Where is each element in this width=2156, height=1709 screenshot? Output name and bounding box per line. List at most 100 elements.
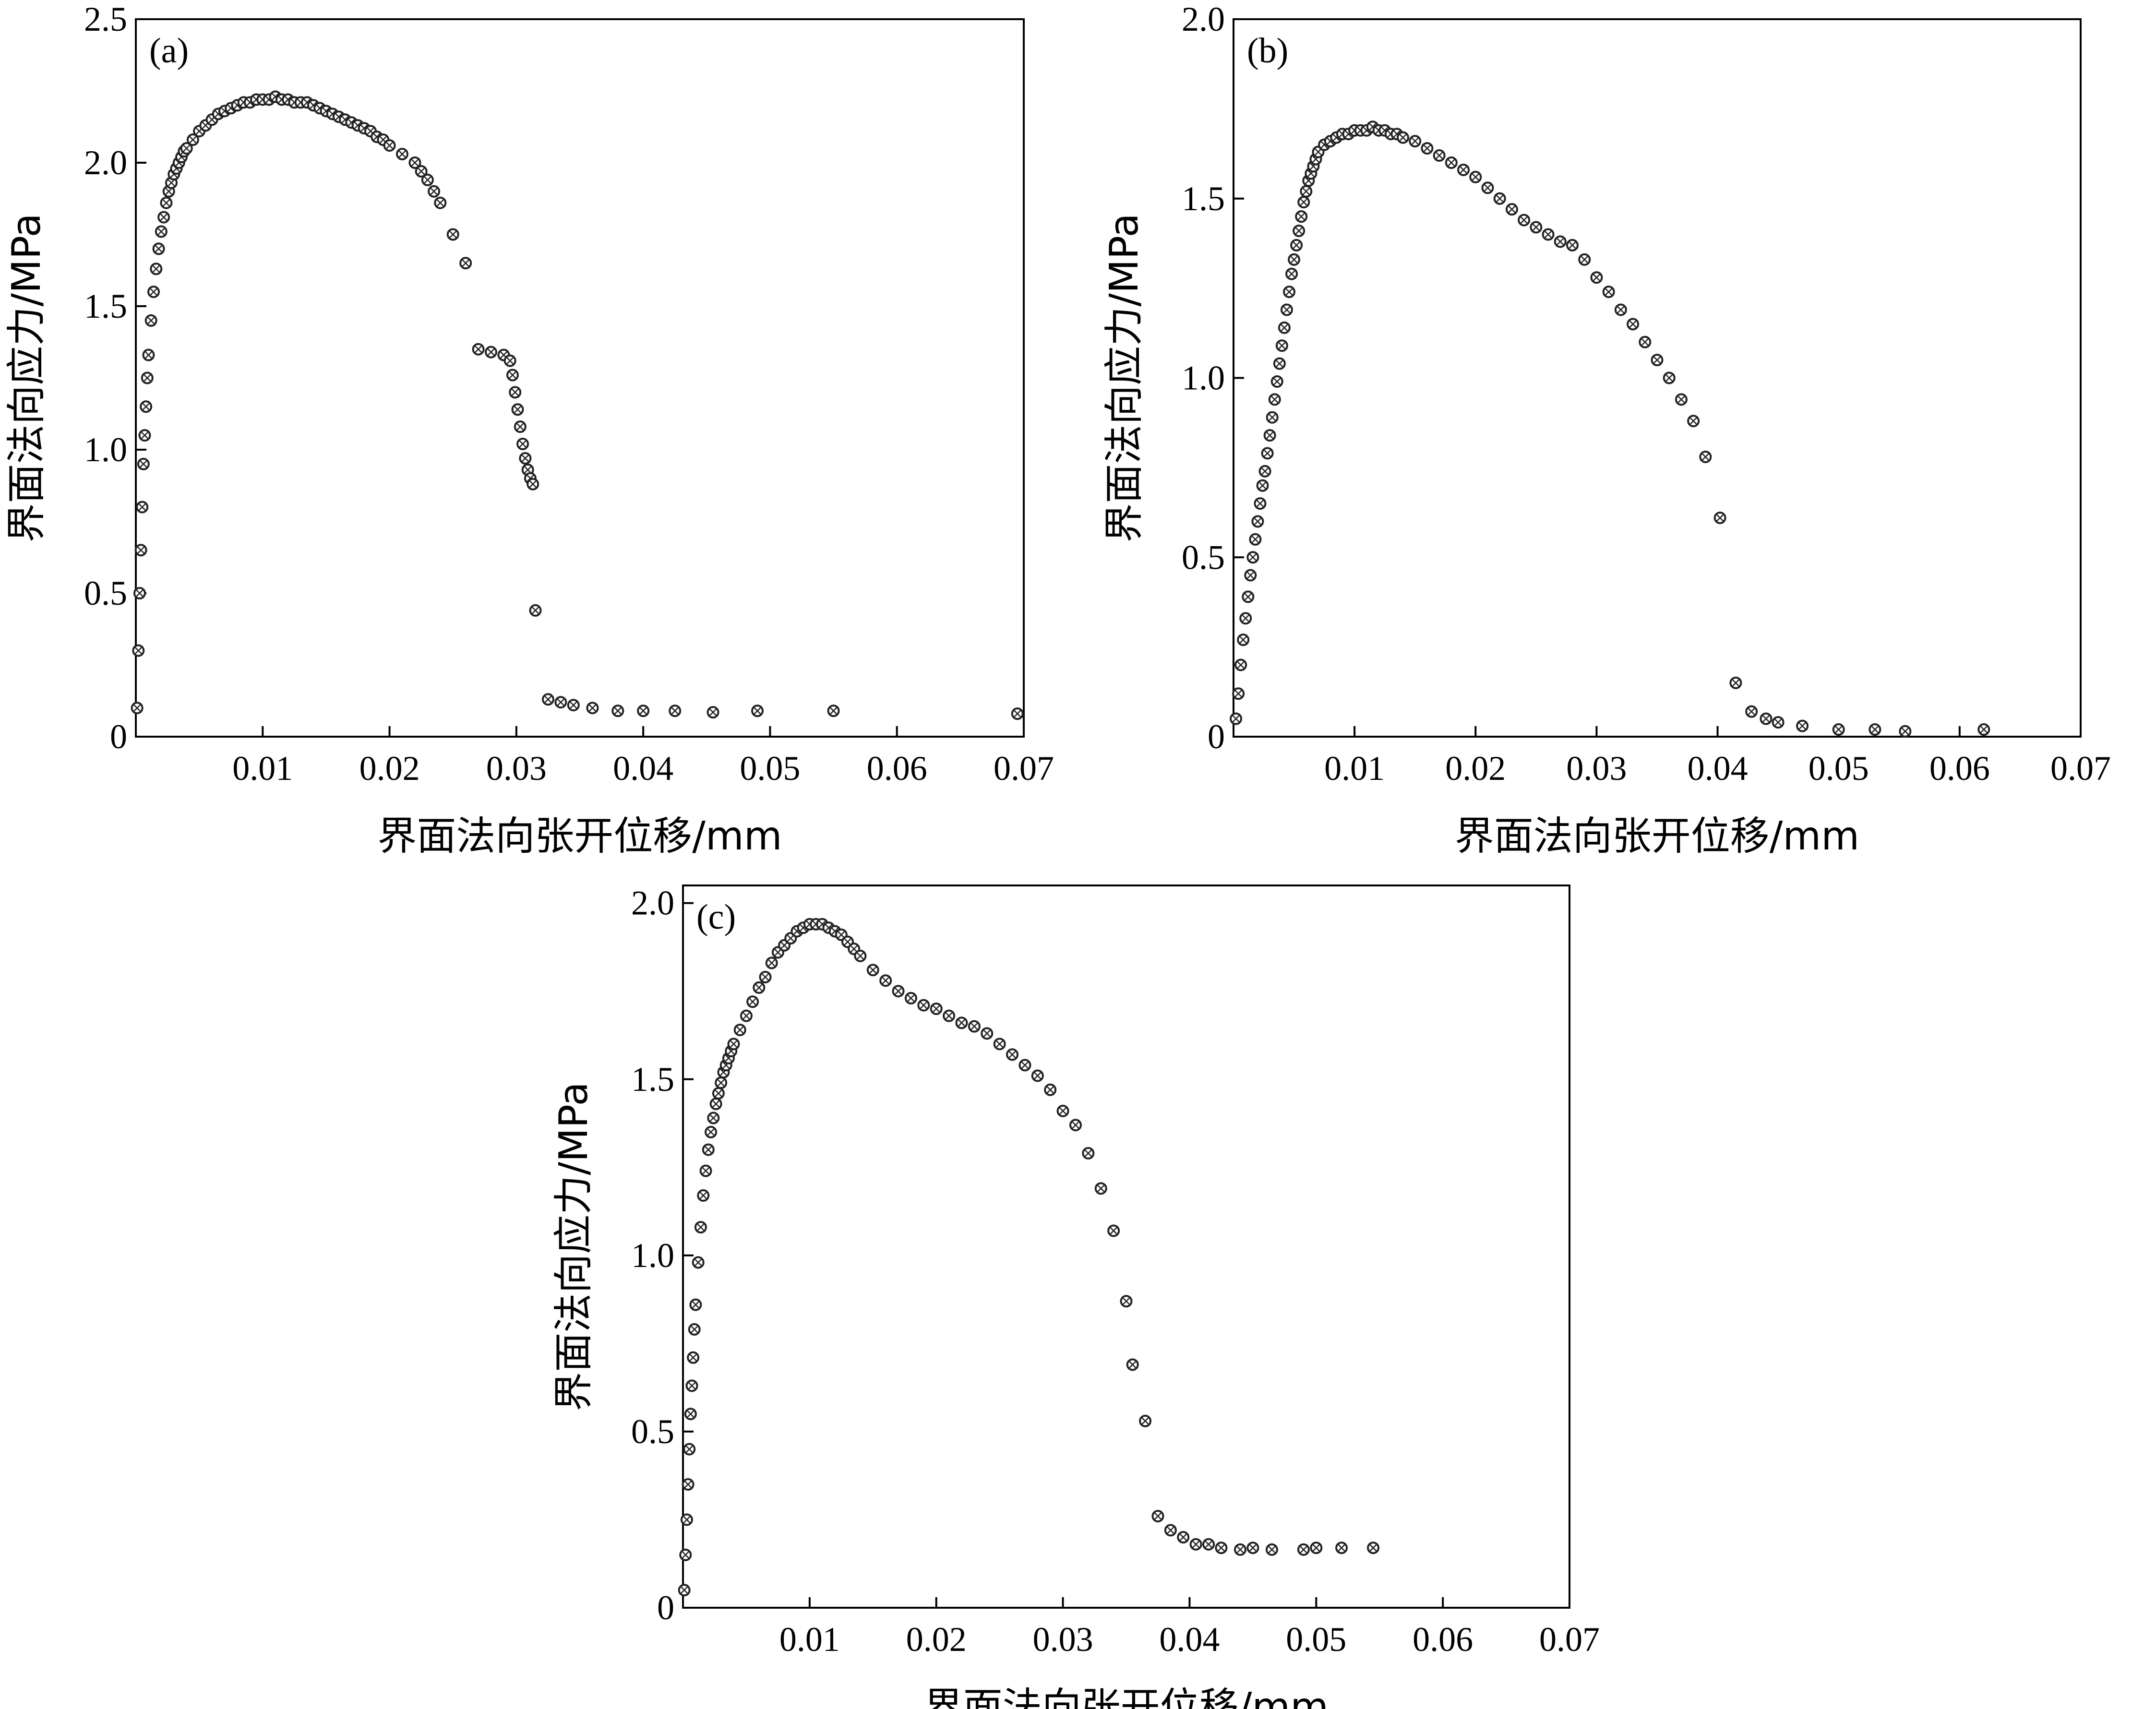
plot-frame [135, 18, 1025, 738]
data-point [1729, 676, 1742, 689]
data-point [1273, 357, 1286, 370]
data-point [1290, 239, 1303, 251]
data-point [1663, 371, 1676, 384]
data-point [1082, 1147, 1095, 1159]
data-point [1699, 450, 1712, 463]
data-point [685, 1379, 698, 1392]
data-point [1278, 321, 1291, 334]
data-point [415, 165, 428, 178]
y-tick-label: 2.0 [631, 884, 674, 922]
data-point [680, 1513, 693, 1526]
data-point [740, 1009, 753, 1022]
data-point [1297, 196, 1310, 209]
data-point [688, 1323, 701, 1336]
y-tick-label: 0 [110, 717, 127, 756]
x-axis-title: 界面法向张开位移/mm [924, 1685, 1329, 1709]
y-axis-title: 界面法向应力/MPa [1102, 213, 1147, 542]
data-point [1107, 1224, 1120, 1237]
data-point [345, 116, 358, 129]
data-point [1268, 393, 1281, 406]
data-point [682, 1478, 695, 1491]
y-tick-label: 0.5 [631, 1412, 674, 1451]
data-point [1265, 1543, 1278, 1556]
data-point [866, 964, 879, 977]
x-tick-label: 0.01 [232, 749, 293, 788]
data-point [459, 257, 472, 270]
data-point [981, 1027, 994, 1040]
data-point [1249, 533, 1262, 546]
data-point [917, 999, 930, 1012]
data-point [930, 1002, 943, 1015]
data-point [1651, 354, 1664, 367]
data-point [1230, 712, 1243, 725]
data-point [428, 185, 441, 198]
data-point [157, 211, 170, 224]
data-point [707, 706, 719, 719]
data-point [1151, 1510, 1164, 1523]
data-point [1590, 271, 1603, 284]
data-point [554, 696, 567, 709]
data-point [150, 263, 163, 275]
data-point [186, 133, 199, 146]
data-point [511, 403, 524, 416]
x-tick-label: 0.01 [779, 1620, 840, 1659]
data-point [1056, 1104, 1069, 1117]
data-point [955, 1016, 968, 1029]
data-point [1530, 221, 1543, 234]
data-point [152, 242, 165, 255]
data-point [1772, 716, 1785, 729]
data-point [383, 139, 396, 152]
data-point [707, 1111, 720, 1124]
data-point [1270, 375, 1283, 388]
data-point [611, 705, 624, 717]
chart-panel-c: 0.01 0.02 0.03 0.04 0.05 0.06 0.07 0 0.5 1.0 1.5 2.… [551, 884, 1600, 1709]
data-point [1297, 1543, 1310, 1556]
y-axis-title: 界面法向应力/MPa [4, 213, 49, 542]
data-point [1031, 1069, 1044, 1082]
data-point [134, 544, 147, 557]
data-point [1120, 1295, 1133, 1308]
data-point [1202, 1538, 1215, 1551]
data-point [1899, 725, 1912, 738]
data-point [1237, 633, 1250, 646]
data-point [1242, 590, 1255, 603]
data-point [1189, 1538, 1202, 1551]
data-point [879, 974, 892, 987]
data-point [180, 142, 193, 155]
data-point [697, 1189, 710, 1202]
data-point [567, 699, 580, 712]
data-point [1578, 253, 1591, 266]
data-point [1139, 1414, 1152, 1427]
data-point [144, 314, 157, 327]
data-point [446, 228, 459, 241]
data-point [733, 1024, 746, 1036]
data-point [1011, 707, 1024, 720]
data-point [131, 702, 144, 715]
data-point [1295, 210, 1308, 223]
data-point [1832, 723, 1845, 736]
data-point [1246, 551, 1259, 564]
data-point [1713, 512, 1726, 525]
data-point [692, 1256, 705, 1269]
x-tick-label: 0.04 [1688, 749, 1748, 788]
data-point [1006, 1048, 1019, 1061]
x-tick-label: 0.04 [1159, 1620, 1220, 1659]
data-point [679, 1548, 692, 1561]
data-point [1239, 612, 1252, 625]
data-point [434, 196, 447, 209]
data-point [1977, 723, 1990, 736]
panel-label: (a) [149, 31, 189, 71]
data-point [132, 644, 145, 657]
data-series [678, 918, 1380, 1597]
data-point [485, 346, 497, 359]
chart-panel-b: 0.01 0.02 0.03 0.04 0.05 0.06 0.07 0 0.5 1.0 1.5 2.… [1102, 0, 2111, 859]
x-tick-label: 0.07 [1539, 1620, 1600, 1659]
data-point [1602, 286, 1615, 299]
data-series [1230, 120, 1990, 738]
data-point [669, 705, 682, 717]
data-point [1481, 181, 1494, 194]
y-tick-label: 2.5 [84, 0, 127, 38]
data-point [1263, 429, 1276, 442]
data-point [519, 452, 532, 465]
data-point [1254, 497, 1267, 510]
